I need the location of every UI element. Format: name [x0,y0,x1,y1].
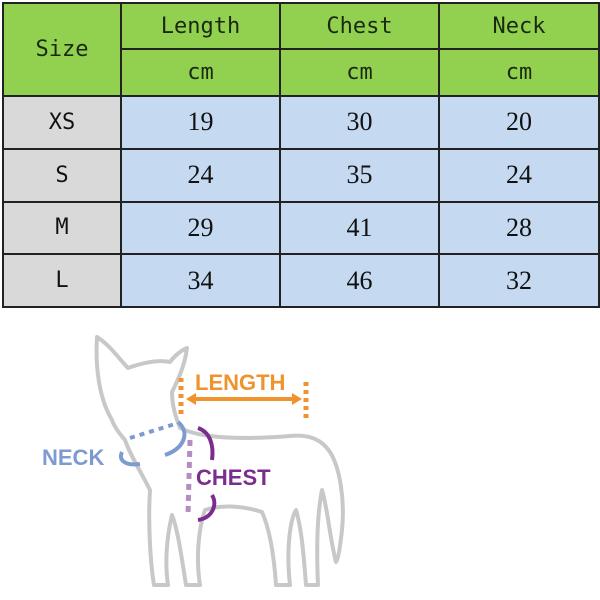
size-header: Size [2,2,122,97]
length-cell: 24 [120,147,281,203]
chest-label: CHEST [196,465,271,490]
length-unit: cm [120,48,281,97]
dog-outline [94,335,345,587]
table-row: L 34 46 32 [2,253,600,308]
chest-cell: 41 [279,200,440,256]
neck-cell: 32 [438,253,600,308]
size-cell: XS [2,95,122,150]
neck-cell: 28 [438,200,600,256]
size-chart-table: Size Length Chest Neck cm cm cm XS 19 30… [2,2,600,308]
length-cell: 34 [120,253,281,308]
neck-header: Neck [438,2,600,50]
length-cell: 19 [120,95,281,150]
dog-measurement-diagram: LENGTH NECK CHEST [42,335,345,587]
chest-unit: cm [279,48,440,97]
length-cell: 29 [120,200,281,256]
neck-cell: 20 [438,95,600,150]
size-cell: L [2,253,122,308]
neck-marker [119,420,187,467]
chest-cell: 35 [279,147,440,203]
size-cell: M [2,200,122,256]
table-row: XS 19 30 20 [2,95,600,150]
chest-cell: 30 [279,95,440,150]
neck-unit: cm [438,48,600,97]
table-row: M 29 41 28 [2,200,600,256]
size-cell: S [2,147,122,203]
length-label: LENGTH [195,370,285,395]
chest-marker [185,426,217,522]
length-header: Length [120,2,281,50]
neck-cell: 24 [438,147,600,203]
length-marker [178,378,309,418]
table-row: S 24 35 24 [2,147,600,203]
chest-cell: 46 [279,253,440,308]
chest-header: Chest [279,2,440,50]
neck-label: NECK [42,445,104,470]
